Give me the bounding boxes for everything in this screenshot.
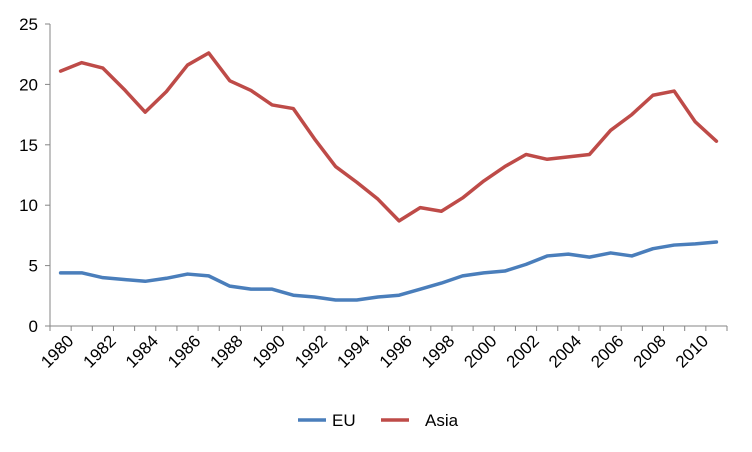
- y-tick-label: 0: [29, 317, 38, 336]
- x-tick-label: 2004: [545, 331, 585, 371]
- legend-label-asia: Asia: [425, 411, 459, 430]
- legend: EU Asia: [298, 411, 459, 430]
- x-tick-label: 2008: [630, 331, 670, 371]
- y-tick-label: 20: [19, 75, 38, 94]
- x-tick-label: 1984: [122, 331, 162, 371]
- x-tick-label: 1980: [37, 331, 77, 371]
- series-line-asia: [58, 51, 719, 223]
- x-tick-label: 1998: [418, 331, 458, 371]
- legend-label-eu: EU: [332, 411, 356, 430]
- x-tick-label: 1988: [206, 331, 246, 371]
- y-tick-label: 15: [19, 136, 38, 155]
- x-tick-label: 2010: [672, 331, 712, 371]
- series-lines: [58, 51, 719, 302]
- x-tick-label: 1994: [333, 331, 373, 371]
- y-tick-label: 10: [19, 196, 38, 215]
- x-tick-label: 2006: [587, 331, 627, 371]
- y-tick-label: 25: [19, 15, 38, 34]
- series-line-eu: [58, 240, 719, 302]
- x-tick-label: 2000: [460, 331, 500, 371]
- x-tick-label: 1982: [80, 331, 120, 371]
- x-tick-label: 1986: [164, 331, 204, 371]
- x-tick-label: 1992: [291, 331, 331, 371]
- x-tick-label: 2002: [503, 331, 543, 371]
- x-tick-label: 1996: [376, 331, 416, 371]
- y-tick-label: 5: [29, 257, 38, 276]
- x-tick-label: 1990: [249, 331, 289, 371]
